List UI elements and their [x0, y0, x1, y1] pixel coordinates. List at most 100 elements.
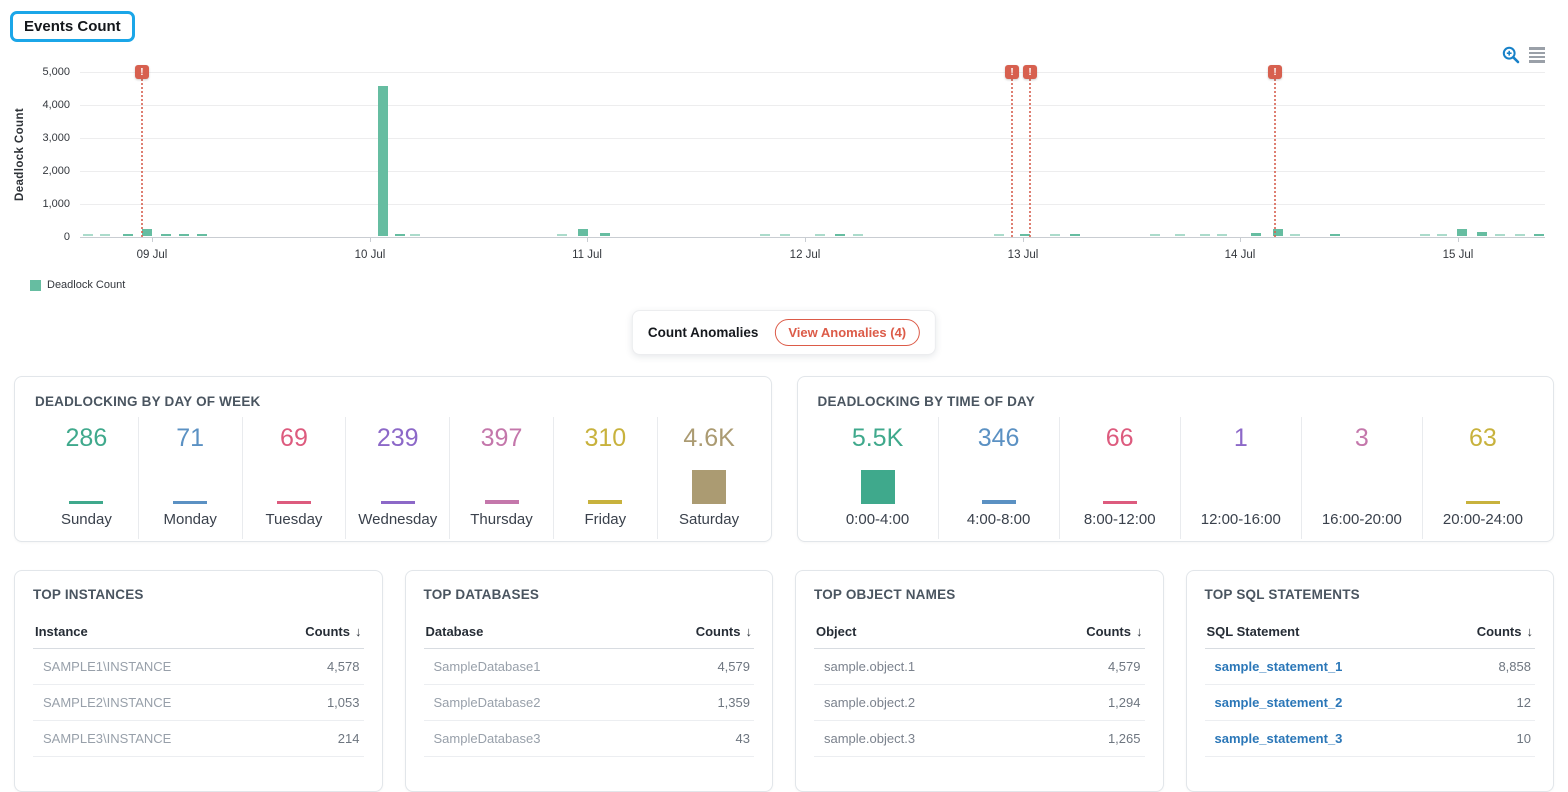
x-tick-mark [587, 237, 589, 242]
stat-mini-bar [69, 501, 104, 504]
stat-label: 20:00-24:00 [1442, 511, 1523, 528]
sql-statement-link[interactable]: sample_statement_3 [1204, 720, 1436, 757]
counts-column-header[interactable]: Counts ↓ [642, 609, 754, 649]
stat-value: 397 [480, 424, 523, 452]
anomaly-marker-icon[interactable]: ! [1023, 65, 1038, 79]
row-count: 8,858 [1435, 648, 1535, 685]
stat-value: 239 [376, 424, 419, 452]
hamburger-menu-icon[interactable] [1529, 47, 1545, 63]
sort-desc-icon: ↓ [1526, 624, 1534, 639]
page-title: Events Count [10, 11, 135, 42]
stat-mini-bar [981, 500, 1016, 504]
stat-value: 66 [1105, 424, 1134, 452]
table-row: SAMPLE3\INSTANCE 214 [33, 720, 364, 757]
anomaly-line [1029, 79, 1032, 237]
anomaly-line [140, 79, 143, 237]
events-count-chart: Deadlock Count 5,000 4,000 3,000 2,000 1,000… [0, 40, 1568, 302]
x-tick-mark [805, 237, 807, 242]
deadlock-bar [814, 234, 825, 236]
stat-item: 4.6K Saturday [658, 417, 761, 539]
row-name: sample.object.1 [814, 648, 1023, 685]
top-table: SQL Statement Counts ↓ sample_statement_1 8,… [1204, 609, 1535, 757]
top-table: Database Counts ↓ SampleDatabase1 4,579 Sampl… [423, 609, 754, 757]
y-tick-label: 3,000 [42, 132, 70, 144]
deadlock-bar [600, 233, 611, 236]
legend-deadlock-count[interactable]: Deadlock Count [30, 279, 125, 291]
row-count: 214 [264, 720, 364, 757]
deadlock-bar [852, 234, 863, 236]
counts-column-header[interactable]: Counts ↓ [1022, 609, 1145, 649]
zoom-in-icon[interactable] [1502, 46, 1520, 64]
stat-label: Saturday [679, 511, 740, 528]
table-row: sample.object.3 1,265 [814, 720, 1145, 757]
name-column-header: Object [814, 609, 1023, 649]
stat-value: 71 [176, 424, 205, 452]
stat-mini-bar [1102, 501, 1137, 504]
deadlock-bar [1290, 234, 1301, 236]
deadlock-bar [1477, 232, 1487, 236]
table-row: SampleDatabase2 1,359 [423, 684, 754, 721]
name-column-header: Database [423, 609, 643, 649]
deadlock-bar [1437, 234, 1447, 236]
row-count: 10 [1435, 720, 1535, 757]
stat-items: 286 Sunday 71 Monday 69 Tuesday 239 Wednesday 39… [35, 417, 761, 539]
table-card-title: TOP SQL STATEMENTS [1204, 587, 1360, 602]
deadlock-bar [1420, 234, 1431, 236]
table-card-title: TOP OBJECT NAMES [814, 587, 956, 602]
table-card-title: TOP DATABASES [423, 587, 540, 602]
stat-mini-bar [588, 500, 623, 504]
stat-bar-area [1465, 464, 1500, 504]
table-row: sample_statement_3 10 [1204, 720, 1535, 757]
stat-mini-bar [484, 500, 519, 504]
table-row: SampleDatabase1 4,579 [423, 648, 754, 685]
x-tick-mark [1023, 237, 1025, 242]
anomaly-marker-icon[interactable]: ! [1005, 65, 1020, 79]
counts-column-header[interactable]: Counts ↓ [264, 609, 364, 649]
stat-card: DEADLOCKING BY DAY OF WEEK 286 Sunday 71 Mon… [14, 376, 772, 542]
anomaly-marker-icon[interactable]: ! [134, 65, 149, 79]
y-tick-label: 4,000 [42, 99, 70, 111]
top-table: Object Counts ↓ sample.object.1 4,579 sample.… [814, 609, 1145, 757]
sort-desc-icon: ↓ [355, 624, 362, 639]
stat-label: Wednesday [358, 511, 438, 528]
top-table-card: TOP DATABASES Database Counts ↓ SampleDataba… [404, 570, 773, 792]
y-tick-label: 0 [63, 231, 70, 243]
counts-column-header[interactable]: Counts ↓ [1435, 609, 1535, 649]
x-tick-label: 11 Jul [572, 249, 602, 261]
sql-statement-link[interactable]: sample_statement_1 [1204, 648, 1436, 685]
stat-item: 3 16:00-20:00 [1302, 417, 1423, 539]
anomaly-line [1274, 79, 1276, 237]
table-row: sample_statement_2 12 [1204, 684, 1535, 721]
top-tables-row: TOP INSTANCES Instance Counts ↓ SAMPLE1\INST… [14, 570, 1554, 792]
row-count: 4,578 [264, 648, 364, 685]
stat-label: Thursday [470, 511, 533, 528]
plot-area: 5,000 4,000 3,000 2,000 1,000 0 09 Jul 10 Jul 11… [42, 65, 1545, 261]
x-tick-label: 09 Jul [136, 249, 168, 261]
gridline [80, 171, 1545, 172]
stat-item: 69 Tuesday [243, 417, 347, 539]
deadlock-bar [835, 234, 846, 236]
view-anomalies-button[interactable]: View Anomalies (4) [774, 319, 921, 346]
top-table-card: TOP SQL STATEMENTS SQL Statement Counts ↓ sa… [1185, 570, 1554, 792]
deadlock-bar [395, 234, 406, 236]
deadlock-bar [1069, 234, 1080, 236]
stat-bar-area [276, 464, 311, 504]
x-tick-mark [151, 237, 153, 242]
top-table-card: TOP INSTANCES Instance Counts ↓ SAMPLE1\INST… [14, 570, 383, 792]
table-row: sample_statement_1 8,858 [1204, 648, 1535, 685]
deadlock-bar [1250, 233, 1261, 236]
stat-label: Sunday [60, 511, 112, 528]
stat-item: 239 Wednesday [346, 417, 451, 539]
x-tick-mark [369, 237, 371, 242]
anomaly-marker-icon[interactable]: ! [1268, 65, 1282, 79]
sql-statement-link[interactable]: sample_statement_2 [1204, 684, 1436, 721]
table-row: sample.object.2 1,294 [814, 684, 1145, 721]
stat-bar-area [69, 464, 104, 504]
x-tick-label: 14 Jul [1224, 249, 1256, 261]
table-row: SampleDatabase3 43 [423, 720, 754, 757]
row-name: SampleDatabase3 [423, 720, 643, 757]
stat-mini-bar [173, 501, 208, 504]
deadlock-bar [1216, 234, 1227, 236]
row-count: 4,579 [642, 648, 754, 685]
stat-value: 3 [1354, 424, 1369, 452]
